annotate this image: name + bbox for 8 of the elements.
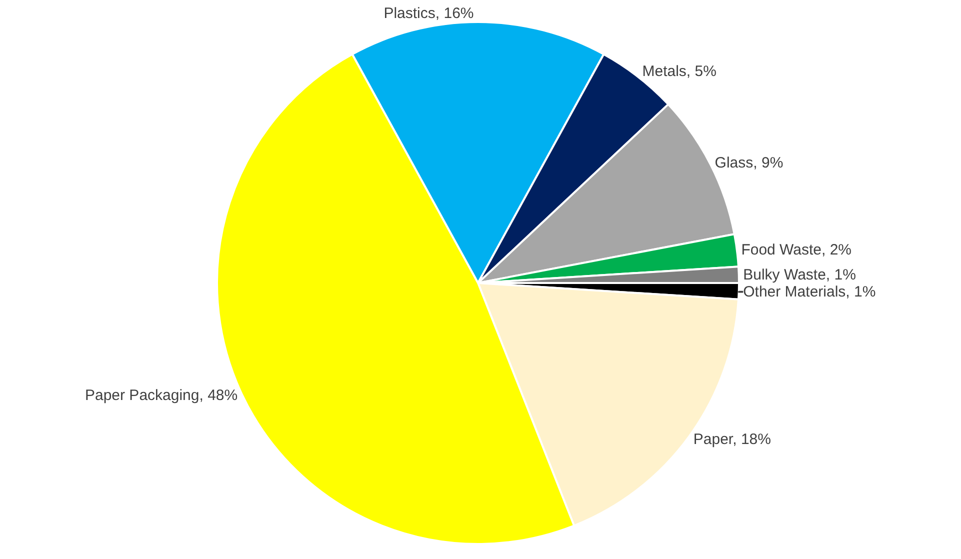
slice-label: Bulky Waste, 1%	[743, 266, 856, 284]
slice-label: Paper Packaging, 48%	[84, 387, 238, 404]
slice-label: Glass, 9%	[714, 154, 784, 172]
slice-label: Other Materials, 1%	[743, 283, 876, 300]
slice-label: Food Waste, 2%	[741, 242, 852, 259]
slice-label: Metals, 5%	[642, 62, 716, 80]
slice-label: Paper, 18%	[693, 430, 771, 448]
slice-label: Plastics, 16%	[384, 5, 474, 22]
